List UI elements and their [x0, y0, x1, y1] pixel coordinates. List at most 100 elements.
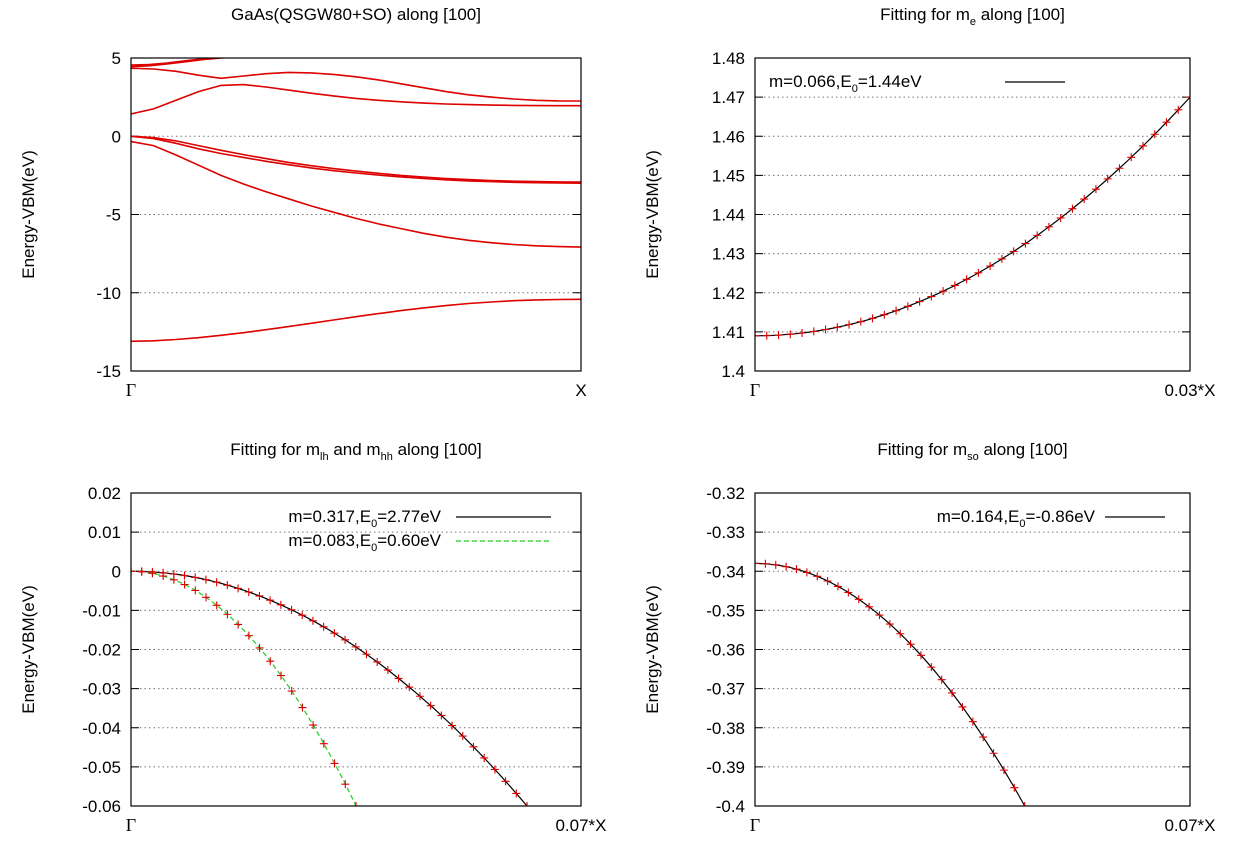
data-point-marker: [906, 640, 915, 649]
y-tick-label: 1.43: [712, 245, 745, 264]
data-point-marker: [159, 572, 168, 581]
y-axis-label: Energy-VBM(eV): [643, 585, 662, 713]
legend-subscript: 0: [1019, 518, 1025, 530]
data-point-marker: [823, 577, 832, 586]
data-point-marker: [809, 327, 818, 336]
data-point-marker: [916, 651, 925, 660]
data-point-marker: [1091, 185, 1100, 194]
subscript-text: so: [967, 451, 979, 463]
data-point-marker: [774, 331, 783, 340]
data-point-marker: [868, 314, 877, 323]
x-tick-label: Γ: [126, 380, 136, 400]
y-tick-label: 1.45: [712, 166, 745, 185]
data-point-marker: [989, 749, 998, 758]
data-point-marker: [761, 559, 770, 568]
data-point-marker: [234, 584, 243, 593]
label-text: along [100]: [393, 440, 482, 459]
label-text: Fitting for m: [877, 440, 967, 459]
data-point-marker: [287, 687, 296, 696]
data-point-marker: [821, 325, 830, 334]
legend-text: m=0.164,E: [937, 507, 1020, 526]
x-tick-label: 0.03*X: [1164, 381, 1215, 400]
data-point-marker: [927, 663, 936, 672]
y-tick-label: -0.38: [706, 719, 745, 738]
data-point-marker: [1010, 783, 1019, 792]
y-tick-label: -0.34: [706, 562, 745, 581]
data-point-marker: [833, 582, 842, 591]
data-point-marker: [383, 666, 392, 675]
label-text: Fitting for m: [230, 440, 320, 459]
data-point-marker: [950, 281, 959, 290]
data-point-marker: [833, 323, 842, 332]
data-point-marker: [234, 620, 243, 629]
data-point-marker: [480, 753, 489, 762]
y-tick-label: 0: [112, 127, 121, 146]
legend-entry-2: m=0.083,E0=0.60eV: [288, 531, 441, 554]
data-point-marker: [1115, 164, 1124, 173]
data-point-marker: [1138, 141, 1147, 150]
data-point-marker: [939, 287, 948, 296]
data-point-marker: [191, 573, 200, 582]
data-point-marker: [1056, 213, 1065, 222]
y-axis-label: Energy-VBM(eV): [643, 150, 662, 278]
y-tick-label: 1.44: [712, 206, 745, 225]
legend-text-tail: =2.77eV: [377, 507, 441, 526]
y-tick-label: -0.36: [706, 641, 745, 660]
data-point-marker: [223, 610, 232, 619]
y-tick-label: -15: [96, 362, 121, 381]
legend-subscript: 0: [371, 542, 377, 554]
legend-entry-1: m=0.164,E0=-0.86eV: [937, 507, 1096, 530]
x-tick-label: X: [575, 381, 586, 400]
band-line-5: [131, 83, 581, 115]
data-point-marker: [352, 802, 360, 806]
y-tick-label: 1.46: [712, 127, 745, 146]
plot-frame: [754, 492, 1191, 807]
data-point-marker: [180, 571, 189, 580]
fit-curve-2: [131, 570, 357, 806]
data-point-marker: [277, 671, 285, 680]
data-point-marker: [968, 717, 977, 726]
data-point-marker: [266, 596, 275, 605]
data-point-marker: [266, 657, 275, 666]
data-point-marker: [885, 620, 894, 629]
data-point-marker: [937, 675, 946, 684]
y-tick-label: 0.01: [88, 523, 121, 542]
y-tick-label: -0.06: [82, 797, 121, 816]
chart-panel-3: 0.02 0.01 0 -0.01 -0.02 -0.03 -0.04 -0.05 -0.06 Γ…: [19, 440, 607, 835]
data-point-marker: [892, 306, 901, 315]
legend-text-tail: =0.60eV: [377, 531, 441, 550]
data-point-marker: [844, 588, 853, 597]
data-point-marker: [437, 711, 446, 720]
data-point-marker: [351, 642, 360, 651]
data-point-marker: [1127, 153, 1136, 162]
fit-curve-1: [755, 562, 1026, 806]
data-point-marker: [755, 331, 759, 340]
legend-text-tail: =1.44eV: [858, 72, 922, 91]
subscript-text: lh: [320, 451, 329, 463]
data-point-marker: [148, 569, 157, 578]
data-point-marker: [501, 777, 510, 786]
data-point-marker: [915, 297, 924, 306]
data-point-marker: [948, 688, 957, 697]
data-point-marker: [362, 650, 371, 659]
y-tick-label: -0.32: [706, 484, 745, 503]
y-tick-label: -0.04: [82, 719, 121, 738]
data-point-marker: [1021, 239, 1030, 248]
y-tick-label: 5: [112, 49, 121, 68]
y-tick-label: 1.41: [712, 323, 745, 342]
y-tick-label: 0: [112, 562, 121, 581]
y-tick-label: -0.37: [706, 680, 745, 699]
chart-panel-2: 1.48 1.47 1.46 1.45 1.44 1.43 1.42 1.41 1.4 Γ 0.03…: [643, 5, 1216, 400]
chart-title: Fitting for mso along [100]: [877, 440, 1067, 463]
subscript-text: hh: [381, 451, 393, 463]
data-point-marker: [319, 739, 328, 748]
data-point-marker: [448, 721, 457, 730]
data-point-marker: [469, 742, 478, 751]
data-point-marker: [523, 802, 531, 806]
data-point-marker: [856, 317, 865, 326]
legend-subscript: 0: [371, 518, 377, 530]
data-point-marker: [330, 759, 339, 768]
y-tick-label: 1.42: [712, 284, 745, 303]
data-point-marker: [997, 254, 1006, 263]
y-tick-label: -0.35: [706, 601, 745, 620]
